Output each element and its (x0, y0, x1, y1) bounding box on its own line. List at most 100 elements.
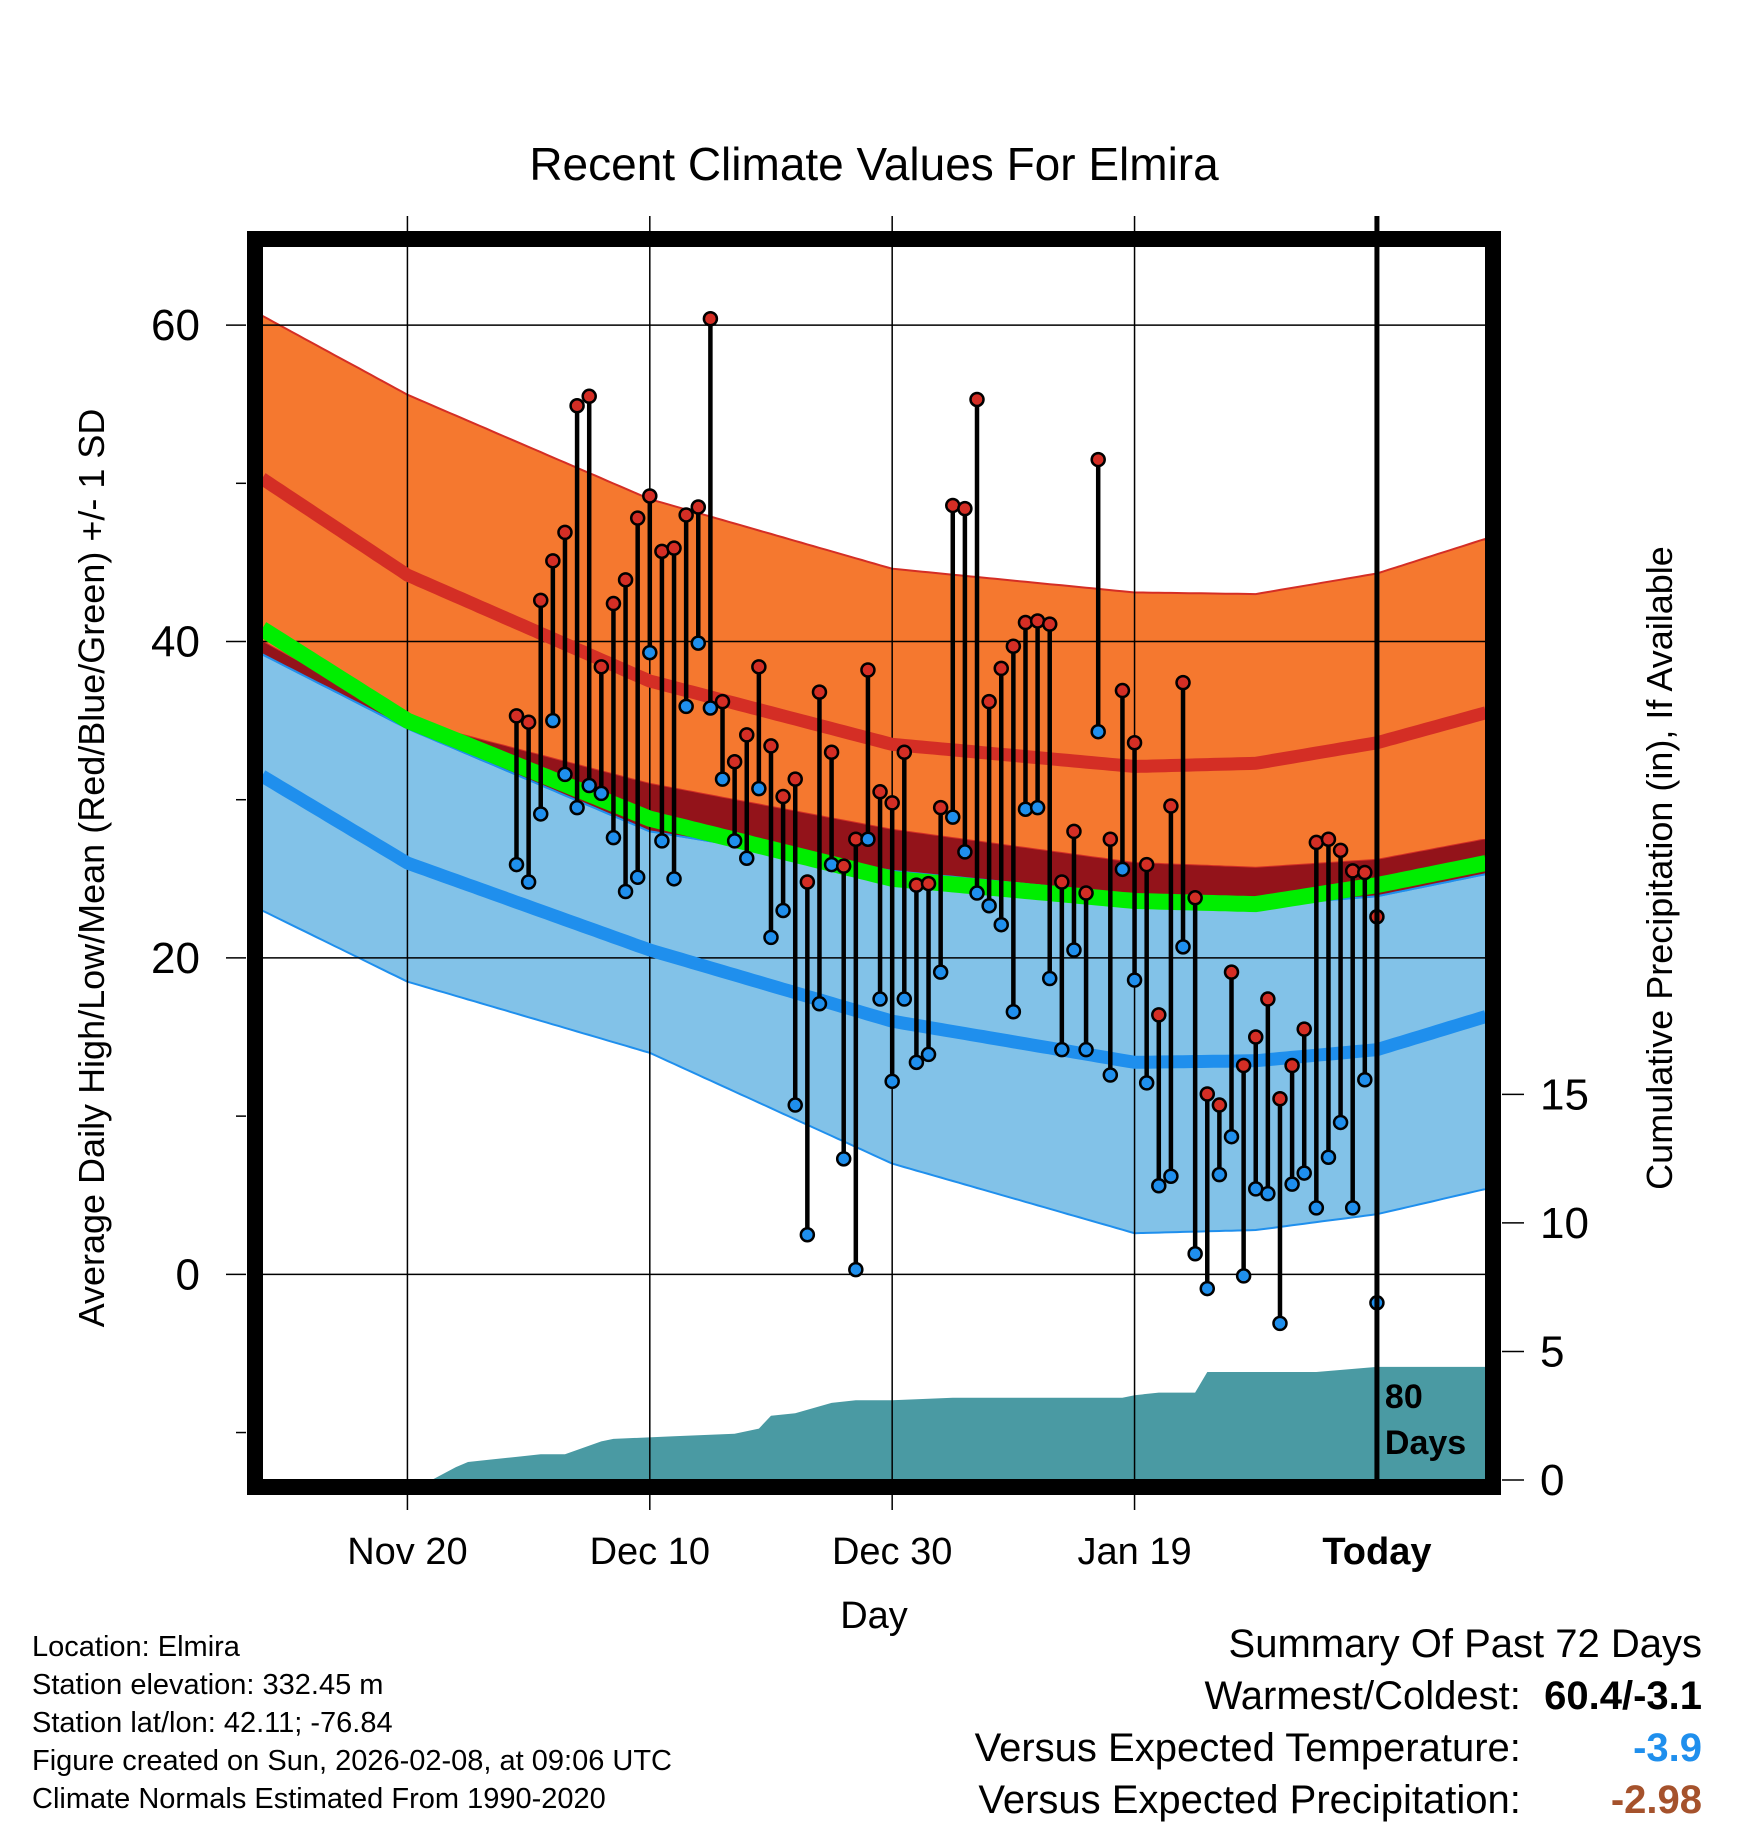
daily-high-point (823, 744, 840, 761)
daily-high-point (1041, 616, 1058, 632)
daily-low-point (1235, 1268, 1252, 1284)
daily-low-point (1041, 970, 1058, 987)
summary-warmest-label: Warmest/Coldest: (1204, 1674, 1521, 1718)
footer-latlon: Station lat/lon: 42.11; -76.84 (32, 1707, 393, 1739)
daily-high-point (1284, 1057, 1300, 1074)
daily-low-point (932, 964, 949, 980)
x-tick-label: Dec 30 (832, 1531, 952, 1573)
daily-low-point (654, 833, 670, 849)
daily-low-point (848, 1261, 864, 1278)
daily-high-point (1151, 1007, 1167, 1023)
daily-low-point (739, 850, 755, 867)
today-days-count: 80 (1385, 1378, 1423, 1416)
daily-low-point (666, 871, 682, 887)
daily-low-point (957, 844, 973, 860)
daily-high-point (1066, 823, 1082, 840)
daily-low-point (714, 771, 731, 787)
daily-low-point (1054, 1041, 1070, 1058)
daily-high-point (1163, 798, 1179, 814)
daily-low-point (557, 766, 573, 783)
daily-low-point (920, 1046, 937, 1063)
summary-precip-value: -2.98 (1610, 1778, 1702, 1822)
x-axis-label: Day (840, 1595, 908, 1637)
mean-normal-line (257, 622, 1488, 913)
y2-tick-label: 5 (1540, 1327, 1564, 1376)
daily-low-point (896, 991, 913, 1007)
daily-low-point (1138, 1075, 1155, 1091)
daily-high-point (629, 510, 646, 526)
daily-low-point (629, 869, 646, 885)
daily-high-point (957, 500, 973, 517)
summary-temp-row: Versus Expected Temperature: -3.9 (975, 1726, 1702, 1771)
daily-high-point (860, 662, 876, 678)
daily-high-point (896, 744, 913, 761)
daily-high-point (1090, 451, 1106, 468)
daily-low-point (1296, 1165, 1312, 1181)
daily-low-point (884, 1073, 900, 1090)
daily-high-point (605, 595, 622, 612)
daily-high-point (702, 311, 719, 327)
daily-high-point (981, 693, 997, 710)
y2-axis-label: Cumulative Precipitation (in), If Availa… (1639, 546, 1680, 1190)
daily-low-point (1151, 1177, 1167, 1194)
daily-low-point (642, 644, 658, 661)
daily-low-point (835, 1151, 852, 1167)
daily-high-point (1260, 991, 1276, 1007)
daily-high-point (1187, 890, 1203, 906)
daily-high-point (508, 708, 525, 724)
summary-precip-row: Versus Expected Precipitation: -2.98 (978, 1778, 1702, 1823)
daily-high-point (787, 771, 803, 787)
daily-low-point (545, 712, 561, 729)
daily-low-point (1029, 799, 1046, 816)
daily-low-point (787, 1097, 803, 1113)
daily-low-point (569, 799, 585, 816)
y-tick-label: 20 (151, 934, 200, 983)
y2-tick-label: 0 (1540, 1456, 1564, 1505)
daily-high-point (678, 507, 694, 523)
daily-low-point (751, 780, 767, 797)
daily-low-point (1175, 939, 1191, 955)
x-tick-label: Dec 10 (590, 1531, 710, 1573)
daily-high-point (642, 488, 658, 504)
daily-high-point (557, 524, 573, 541)
x-tick-label: Today (1322, 1531, 1431, 1573)
daily-high-point (690, 499, 707, 515)
summary-warmest-row: Warmest/Coldest: 60.4/-3.1 (1205, 1674, 1703, 1719)
daily-high-point (799, 874, 816, 890)
today-days-label: Days (1385, 1424, 1466, 1462)
daily-high-point (1223, 964, 1240, 980)
daily-high-point (1332, 842, 1349, 859)
x-tick-label: Nov 20 (347, 1531, 467, 1573)
daily-low-point (1320, 1149, 1337, 1166)
daily-high-point (581, 388, 597, 405)
daily-high-point (763, 738, 779, 754)
daily-high-point (1272, 1090, 1288, 1107)
daily-high-point (545, 553, 561, 569)
daily-high-point (520, 714, 537, 730)
daily-low-point (1126, 972, 1143, 988)
chart-title: Recent Climate Values For Elmira (529, 138, 1219, 190)
daily-high-point (666, 540, 682, 556)
daily-high-point (993, 660, 1009, 677)
daily-low-point (763, 929, 779, 946)
daily-low-point (981, 897, 997, 914)
daily-low-point (1114, 861, 1131, 878)
daily-high-point (872, 784, 888, 800)
daily-low-point (690, 635, 707, 651)
daily-high-point (920, 875, 937, 892)
daily-high-point (1320, 831, 1337, 848)
daily-low-point (1187, 1246, 1203, 1262)
daily-low-point (1357, 1071, 1373, 1088)
daily-high-point (1054, 874, 1070, 890)
footer-normals: Climate Normals Estimated From 1990-2020 (32, 1783, 606, 1815)
daily-low-point (1090, 723, 1106, 740)
y-tick-label: 40 (151, 618, 200, 667)
daily-low-point (1284, 1176, 1300, 1192)
daily-high-point (617, 572, 634, 588)
daily-high-point (1175, 674, 1191, 691)
daily-high-point (726, 753, 743, 770)
daily-low-point (726, 833, 743, 849)
daily-low-point (1308, 1200, 1325, 1216)
daily-high-point (1138, 856, 1155, 873)
daily-low-point (593, 785, 610, 802)
